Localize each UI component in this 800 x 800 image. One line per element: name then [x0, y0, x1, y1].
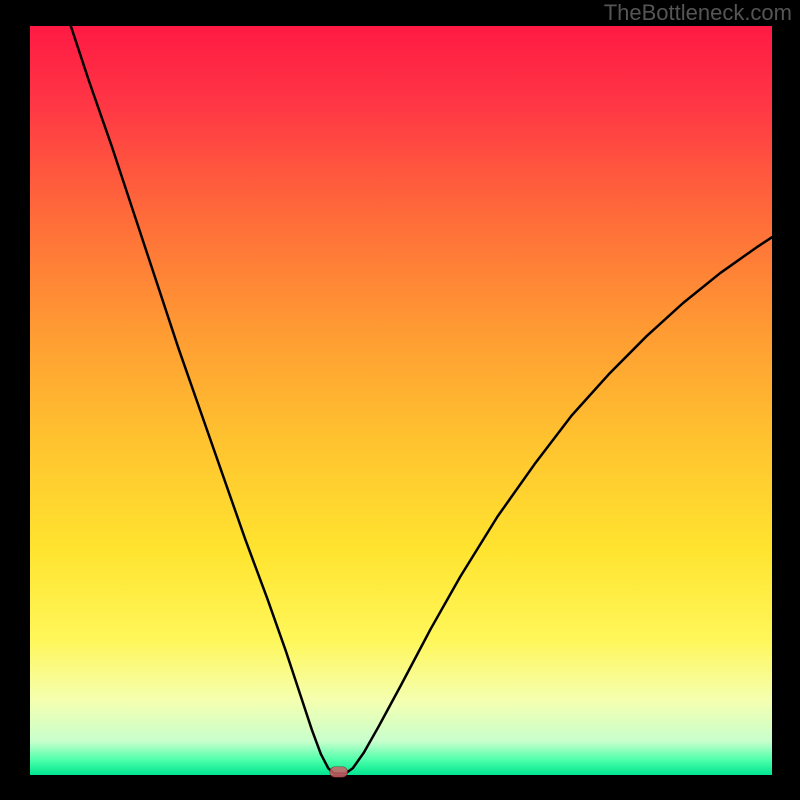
watermark-text: TheBottleneck.com	[604, 0, 792, 26]
plot-background-gradient	[30, 26, 772, 775]
chart-container: TheBottleneck.com	[0, 0, 800, 800]
minimum-marker	[330, 767, 348, 777]
bottleneck-chart-svg	[0, 0, 800, 800]
